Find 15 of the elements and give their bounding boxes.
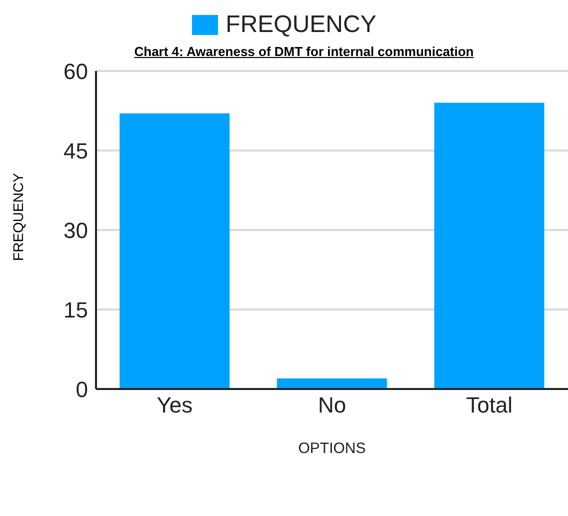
y-axis-title: FREQUENCY — [10, 172, 26, 263]
y-tick-label: 15 — [64, 297, 88, 322]
x-tick-label: Total — [466, 392, 513, 418]
bar — [120, 113, 230, 389]
x-tick-label: Yes — [156, 392, 193, 418]
y-tick-label: 45 — [64, 138, 88, 164]
legend-label: FREQUENCY — [226, 11, 376, 39]
bar — [434, 102, 544, 389]
chart-title: Chart 4: Awareness of DMT for internal communication — [133, 44, 475, 59]
y-tick-label: 0 — [76, 376, 88, 402]
x-tick-label: No — [318, 392, 346, 418]
y-tick-label: 60 — [64, 58, 88, 84]
bar — [276, 378, 387, 389]
y-tick-label: 30 — [64, 218, 88, 243]
x-axis-title: OPTIONS — [298, 440, 366, 457]
